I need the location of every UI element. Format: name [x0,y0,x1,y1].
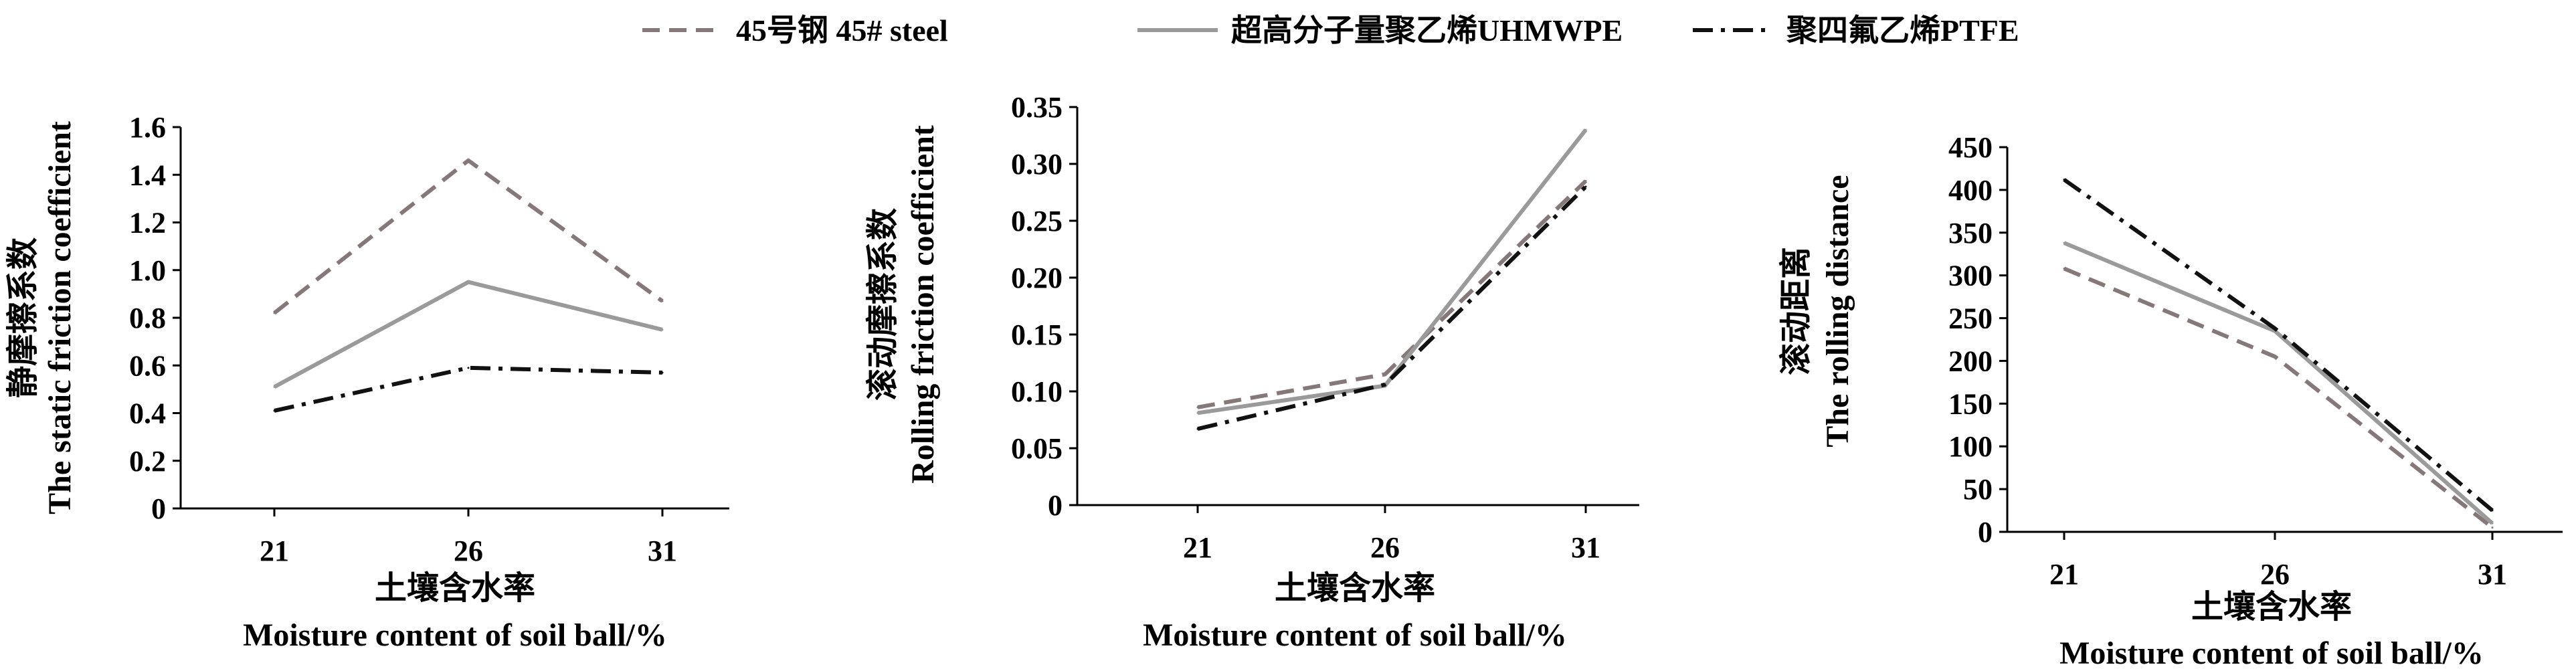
x-axis-title: Moisture content of soil ball/% [2059,636,2484,671]
data-point-0-0 [273,312,276,314]
x-axis-title-cn: 土壤含水率 [2191,588,2352,626]
x-tick-label-2: 31 [1571,531,1600,564]
x-axis-title: Moisture content of soil ball/% [243,617,667,653]
legend-label-1: 超高分子量聚乙烯UHMWPE [1231,13,1623,47]
data-point-0-0 [2063,267,2065,270]
x-tick-label-1: 26 [1370,531,1400,564]
x-axis-title-cn: 土壤含水率 [375,569,535,607]
data-point-1-0 [1196,411,1199,414]
data-point-2-0 [273,409,276,412]
y-tick-label-3: 0.6 [129,349,166,382]
y-tick-label-4: 0.8 [129,302,166,334]
y-tick-label-6: 300 [1948,260,1993,292]
data-point-0-2 [1584,180,1587,182]
series-line-0 [1197,179,1588,409]
y-axis-title: The rolling distance [1820,175,1855,447]
y-tick-label-2: 0.4 [129,397,166,430]
data-point-0-1 [467,159,470,162]
data-point-2-1 [2274,327,2276,330]
data-point-0-1 [2274,355,2276,358]
series-line-1 [2063,241,2494,525]
series-line-2 [2063,178,2494,512]
y-tick-label-1: 0.05 [1011,432,1063,465]
y-tick-label-2: 0.10 [1011,375,1063,408]
y-tick-label-6: 1.2 [129,207,166,239]
x-tick-label-0: 21 [2049,558,2079,591]
y-tick-label-0: 0 [151,492,166,525]
y-axis-title-cn: 静摩擦系数 [4,237,41,398]
y-tick-label-3: 150 [1948,387,1993,420]
x-tick-label-1: 26 [2260,558,2290,591]
x-tick-label-0: 21 [260,535,289,567]
x-axis-title-cn: 土壤含水率 [1275,569,1435,607]
y-axis-title-cn: 滚动摩擦系数 [864,208,901,401]
y-tick-label-6: 0.30 [1011,148,1063,181]
data-point-0-1 [1384,373,1386,375]
data-point-1-0 [2063,242,2065,244]
chart-static-friction: 0 0.2 0.4 0.6 0.8 1.0 1.2 1.4 1.6 21 26 31 静摩擦系数 The … [4,111,729,653]
x-tick-label-2: 31 [648,535,677,567]
legend-label-2: 聚四氟乙烯PTFE [1786,13,2019,47]
series-line-0 [273,158,664,315]
chart-rolling-friction: 0 0.05 0.10 0.15 0.20 0.25 0.30 0.35 21 26 31 滚动摩擦系… [864,91,1639,653]
data-point-2-0 [1196,427,1199,430]
y-tick-label-0: 0 [1048,489,1063,522]
y-tick-label-5: 250 [1948,302,1993,335]
series-line-2 [274,365,663,413]
y-tick-label-1: 50 [1963,473,1993,506]
x-tick-label-1: 26 [454,535,483,567]
data-point-0-2 [661,300,664,302]
y-tick-label-5: 1.0 [129,254,166,287]
x-tick-label-0: 21 [1183,531,1212,564]
x-tick-label-2: 31 [2478,558,2507,591]
data-point-1-0 [273,385,276,388]
y-tick-label-7: 1.4 [129,159,166,191]
y-tick-label-7: 0.35 [1011,91,1063,124]
data-point-2-2 [1584,185,1587,188]
y-axis-title-cn: 滚动距离 [1777,247,1815,375]
y-tick-label-4: 0.20 [1011,262,1063,294]
data-point-1-2 [1584,128,1587,131]
data-point-2-1 [467,367,470,369]
y-axis-title: Rolling friction coefficient [905,125,941,484]
data-point-0-0 [1196,406,1199,409]
y-tick-label-3: 0.15 [1011,318,1063,351]
y-tick-label-9: 450 [1948,131,1993,164]
y-tick-label-5: 0.25 [1011,205,1063,237]
y-tick-label-7: 350 [1948,217,1993,250]
series-line-2 [1197,185,1588,432]
data-point-1-2 [661,328,664,331]
data-point-1-2 [2491,522,2494,524]
y-tick-label-8: 400 [1948,174,1993,207]
data-point-0-2 [2491,526,2494,529]
data-point-2-1 [1384,383,1386,386]
series-line-0 [2063,266,2494,529]
y-axis-title: The static friction coefficient [42,121,78,514]
data-point-2-2 [661,371,664,374]
data-point-1-1 [467,281,470,284]
legend-label-0: 45号钢 45# steel [736,13,948,47]
y-tick-label-8: 1.6 [129,111,166,144]
y-tick-label-4: 200 [1948,345,1993,377]
y-tick-label-2: 100 [1948,430,1993,463]
legend: 45号钢 45# steel 超高分子量聚乙烯UHMWPE 聚四氟乙烯PTFE [642,13,2019,47]
y-tick-label-1: 0.2 [129,445,166,478]
x-axis-title: Moisture content of soil ball/% [1143,617,1567,653]
data-point-2-2 [2491,509,2494,512]
data-point-2-0 [2063,179,2065,181]
y-tick-label-0: 0 [1978,516,1993,549]
chart-rolling-distance: 0 50 100 150 200 250 300 350 400 450 21 26 31 滚动距离 The… [1777,131,2563,671]
